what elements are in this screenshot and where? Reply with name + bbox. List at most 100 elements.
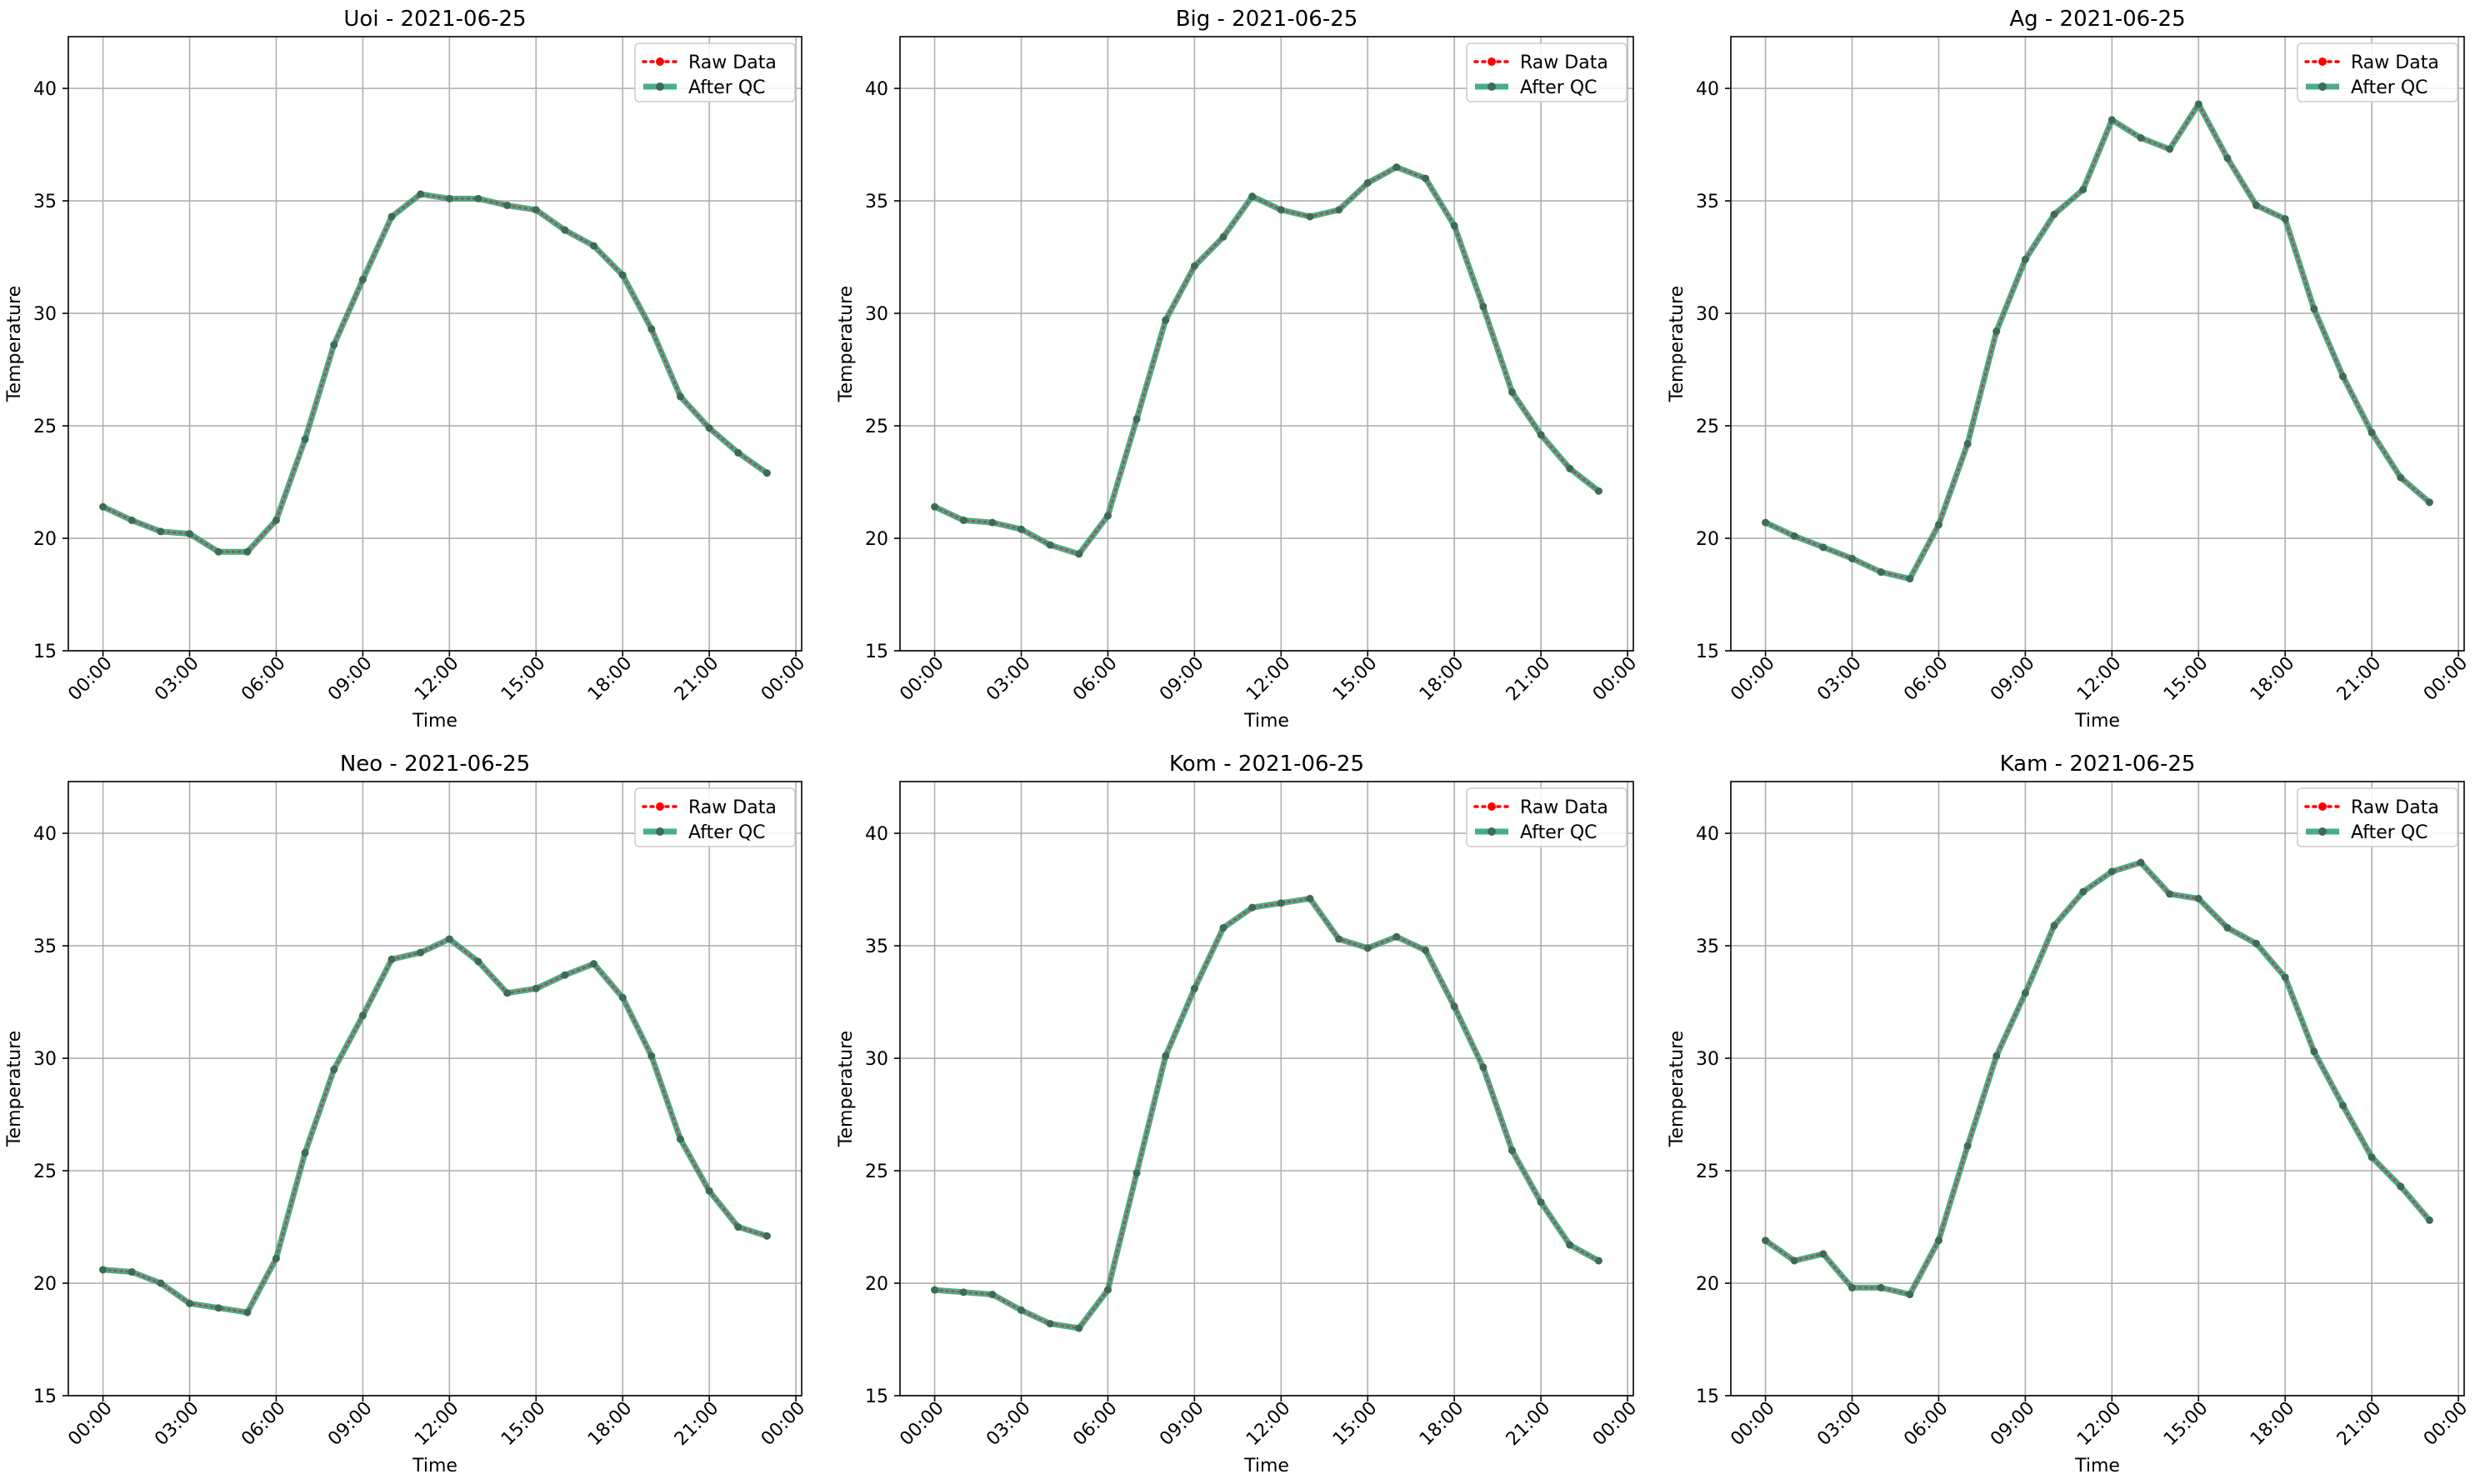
x-axis-label: Time [1243,1456,1289,1477]
data-point [388,212,396,221]
legend-after-qc-label: After QC [1520,77,1598,98]
y-tick-label: 40 [865,79,888,100]
legend-after-qc-marker [2318,827,2327,836]
data-point [561,971,569,979]
y-tick-label: 20 [1696,529,1719,550]
legend: Raw Data After QC [634,787,796,847]
x-tick-label: 12:00 [2073,653,2126,706]
x-tick-label: 21:00 [2333,653,2386,706]
data-point [1277,899,1285,907]
y-tick-label: 40 [33,824,57,845]
x-tick-label: 15:00 [1329,1398,1382,1451]
x-tick-label: 00:00 [758,1398,810,1451]
legend-raw-data-label: Raw Data [688,797,777,818]
y-tick-label: 35 [33,192,57,212]
data-point [1306,212,1314,221]
x-tick-label: 21:00 [1502,1398,1555,1451]
x-tick-label: 03:00 [1813,653,1866,706]
data-point [532,206,540,214]
data-point [1819,1250,1828,1258]
x-tick-label: 09:00 [1156,653,1208,706]
subplot: 15 20 25 30 35 40 00:00 03:00 06:00 09:00 12:00 15:… [1667,7,2472,732]
data-point [1248,192,1257,201]
data-point [1335,935,1343,943]
data-point [388,955,396,963]
x-tick-label: 12:00 [1242,1398,1295,1451]
data-point [2338,1102,2347,1110]
series-after-qc-line [1762,859,2432,1297]
data-point [1018,525,1026,533]
data-point [1190,262,1198,270]
x-tick-label: 06:00 [1900,1398,1952,1451]
data-point [186,530,194,538]
legend-raw-data-label: Raw Data [688,52,777,73]
data-point [1422,174,1430,182]
legend-after-qc-label: After QC [1520,822,1598,843]
subplot: 15 20 25 30 35 40 00:00 03:00 06:00 09:00 12:00 15:… [4,752,809,1477]
data-point [2397,473,2405,482]
chart-title: Neo - 2021-06-25 [340,752,530,777]
data-point [1819,543,1828,552]
data-point [1934,521,1942,529]
x-tick-label: 18:00 [584,1398,637,1451]
data-point [214,547,222,556]
x-tick-label: 15:00 [2160,653,2212,706]
data-point [1992,1052,2001,1060]
data-point [1162,316,1170,324]
legend-after-qc-label: After QC [2351,822,2428,843]
data-point [2425,498,2433,507]
data-point [2108,116,2116,124]
y-axis-label: Temperature [836,1031,857,1147]
data-point [1363,944,1372,952]
series-after-qc-line [100,936,770,1316]
subplot: 15 20 25 30 35 40 00:00 03:00 06:00 09:00 12:00 15:… [836,752,1641,1477]
data-point [2079,186,2088,194]
data-point [2194,100,2202,108]
data-point [2310,1047,2318,1056]
data-point [1848,554,1857,562]
legend-raw-data-marker [656,802,664,811]
chart-title: Kom - 2021-06-25 [1169,752,1364,777]
y-axis-label: Temperature [4,1031,25,1147]
x-axis-label: Time [1243,711,1289,732]
data-point [532,984,540,992]
x-tick-label: 12:00 [411,1398,463,1451]
legend: Raw Data After QC [2297,787,2458,847]
series-after-qc-line [1762,101,2432,582]
x-tick-label: 12:00 [2073,1398,2126,1451]
data-point [1162,1052,1170,1060]
chart-title: Uoi - 2021-06-25 [343,7,526,32]
data-point [931,1286,939,1294]
x-tick-label: 21:00 [671,653,723,706]
y-tick-label: 25 [33,417,57,437]
y-tick-label: 20 [865,1274,888,1295]
data-point [1219,232,1228,241]
x-tick-label: 00:00 [64,653,117,706]
x-tick-label: 06:00 [1900,653,1952,706]
y-tick-label: 15 [33,1387,57,1407]
data-point [1537,1198,1545,1207]
x-tick-label: 18:00 [584,653,637,706]
data-point [2021,255,2029,263]
data-point [705,1187,713,1195]
data-point [1762,1237,1770,1245]
legend: Raw Data After QC [1466,787,1628,847]
data-point [1190,984,1198,992]
data-point [1103,1286,1112,1294]
y-tick-label: 25 [865,417,888,437]
y-tick-label: 20 [865,529,888,550]
y-tick-label: 35 [33,937,57,957]
data-point [1790,1257,1798,1265]
x-axis-label: Time [412,711,458,732]
data-point [590,242,598,250]
data-point [1103,512,1112,520]
y-tick-label: 15 [865,642,888,662]
y-tick-label: 25 [1696,417,1719,437]
y-tick-label: 40 [865,824,888,845]
data-point [157,1279,165,1287]
x-tick-label: 03:00 [1813,1398,1866,1451]
chart-title: Ag - 2021-06-25 [2009,7,2185,32]
data-point [2252,939,2261,947]
data-point [2368,1153,2376,1162]
x-tick-label: 00:00 [2420,653,2472,706]
